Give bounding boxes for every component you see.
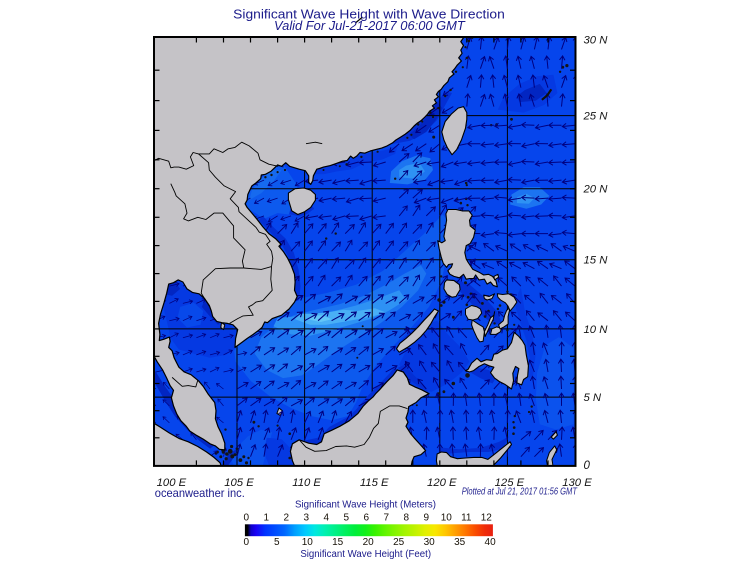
svg-text:10 N: 10 N [584, 324, 609, 336]
svg-text:25 N: 25 N [583, 111, 609, 123]
svg-text:0: 0 [244, 537, 250, 548]
svg-text:11: 11 [461, 513, 472, 524]
svg-text:3: 3 [304, 513, 310, 524]
svg-text:110 E: 110 E [292, 477, 321, 489]
svg-text:Significant Wave Height (Feet): Significant Wave Height (Feet) [300, 549, 431, 560]
svg-text:7: 7 [384, 513, 390, 524]
svg-text:25: 25 [393, 537, 405, 548]
svg-text:9: 9 [424, 513, 430, 524]
svg-text:105 E: 105 E [224, 477, 254, 489]
svg-text:Valid For Jul-21-2017 06:00 GM: Valid For Jul-21-2017 06:00 GMT [274, 19, 466, 33]
svg-text:6: 6 [364, 513, 370, 524]
svg-text:Plotted at Jul 21, 2017 01:56: Plotted at Jul 21, 2017 01:56 GMT [462, 486, 578, 497]
svg-text:115 E: 115 E [360, 477, 389, 489]
svg-text:15 N: 15 N [584, 255, 609, 267]
svg-text:12: 12 [481, 513, 493, 524]
svg-text:4: 4 [324, 513, 330, 524]
svg-text:35: 35 [454, 537, 466, 548]
svg-text:5 N: 5 N [584, 392, 602, 404]
svg-text:2: 2 [284, 513, 290, 524]
svg-text:1: 1 [264, 513, 270, 524]
svg-text:0: 0 [584, 460, 591, 472]
svg-text:120 E: 120 E [427, 477, 457, 489]
svg-text:100 E: 100 E [157, 477, 187, 489]
svg-text:30 N: 30 N [584, 34, 609, 46]
svg-text:15: 15 [332, 537, 344, 548]
svg-text:Significant Wave Height (Meter: Significant Wave Height (Meters) [295, 500, 436, 511]
svg-text:125 E: 125 E [495, 477, 525, 489]
svg-text:20 N: 20 N [583, 184, 609, 196]
svg-text:10: 10 [441, 513, 453, 524]
svg-text:0: 0 [244, 513, 250, 524]
svg-text:40: 40 [485, 537, 497, 548]
svg-text:30: 30 [424, 537, 436, 548]
svg-text:5: 5 [274, 537, 280, 548]
svg-text:5: 5 [344, 513, 350, 524]
svg-text:10: 10 [302, 537, 314, 548]
svg-text:20: 20 [363, 537, 375, 548]
svg-text:130 E: 130 E [562, 477, 592, 489]
svg-text:8: 8 [404, 513, 410, 524]
svg-text:oceanweather inc.: oceanweather inc. [155, 486, 245, 500]
svg-text:Significant Wave Height with W: Significant Wave Height with Wave Direct… [233, 7, 505, 22]
